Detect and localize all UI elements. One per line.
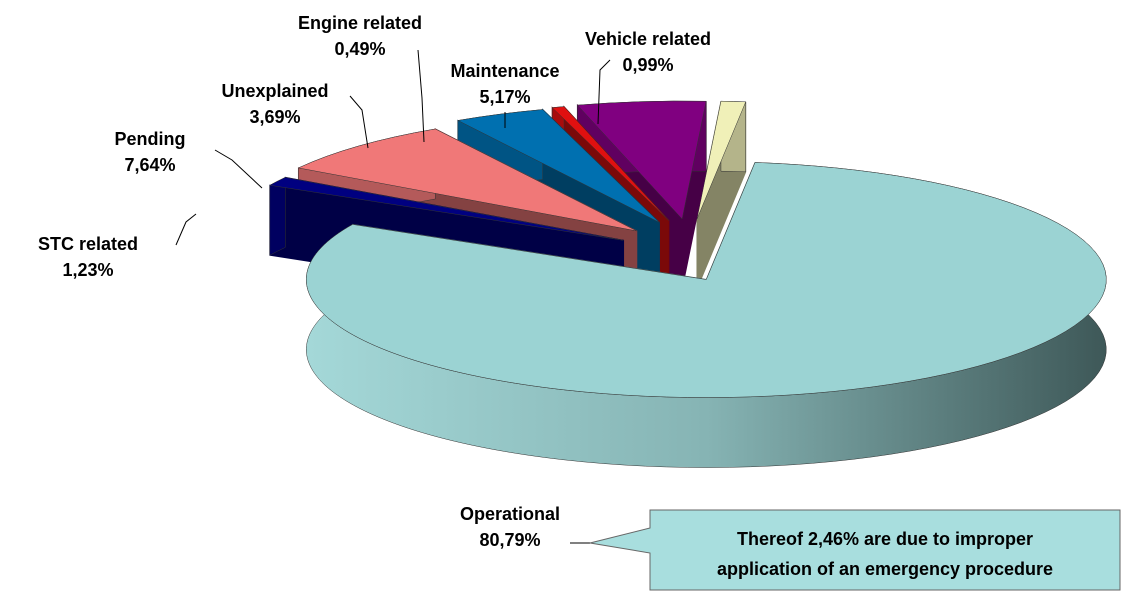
slice-value-label: 0,99% (622, 55, 673, 75)
slice-label: Maintenance (450, 61, 559, 81)
slice (576, 100, 707, 220)
slice-label: STC related (38, 234, 138, 254)
slice (457, 109, 660, 223)
slice-value-label: 3,69% (249, 107, 300, 127)
pie (269, 100, 1107, 468)
callout-text: Thereof 2,46% are due to improper (737, 529, 1033, 549)
slice (269, 177, 624, 241)
slice (551, 106, 669, 221)
slice-value-label: 0,49% (334, 39, 385, 59)
slice-wall (269, 176, 286, 256)
callout-text: application of an emergency procedure (717, 559, 1053, 579)
slice-value-label: 80,79% (479, 530, 540, 550)
slice-label: Engine related (298, 13, 422, 33)
slice-label: Operational (460, 504, 560, 524)
slice (297, 128, 637, 232)
slice-label: Unexplained (221, 81, 328, 101)
callout-box (589, 509, 1121, 591)
slice-label: Pending (115, 129, 186, 149)
slice-value-label: 7,64% (124, 155, 175, 175)
slice (696, 100, 747, 220)
slice-label: Vehicle related (585, 29, 711, 49)
slice (306, 162, 1107, 398)
slice-value-label: 1,23% (62, 260, 113, 280)
slice-value-label: 5,17% (479, 87, 530, 107)
leader-lines (175, 49, 611, 544)
